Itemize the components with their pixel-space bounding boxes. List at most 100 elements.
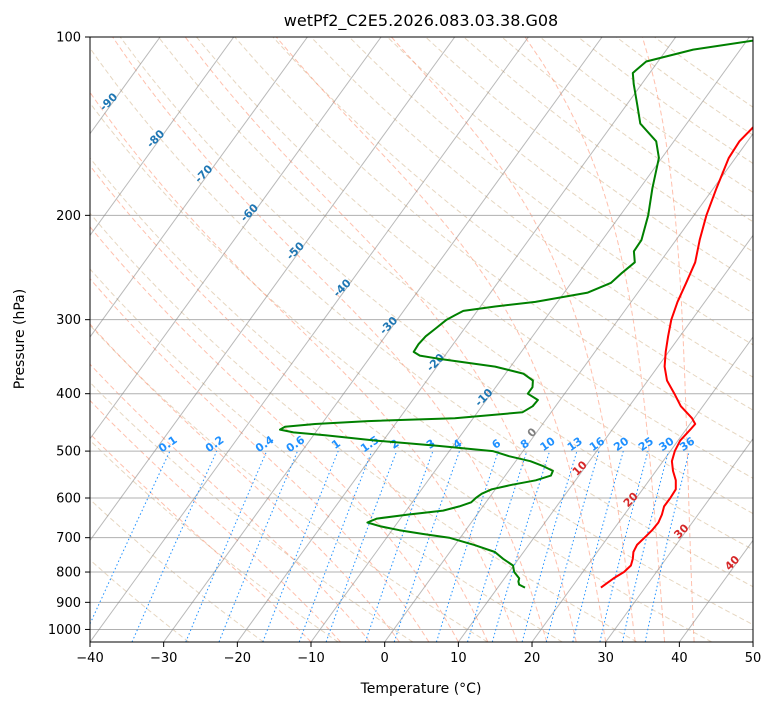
mixing-ratio-line <box>393 450 460 642</box>
dry-adiabat-line <box>90 498 264 642</box>
moist-adiabat-line <box>524 37 666 642</box>
isotherm-line <box>605 437 753 642</box>
isotherm-label: -40 <box>331 276 354 299</box>
mixing-ratio-line <box>185 450 268 642</box>
chart-title: wetPf2_C2E5.2026.083.03.38.G08 <box>284 11 558 31</box>
dry-adiabat-line <box>90 324 488 642</box>
dry-adiabat-line <box>90 559 190 642</box>
y-tick-label: 900 <box>56 596 81 611</box>
dry-adiabat-line <box>463 37 753 253</box>
mixing-ratio-label: 0.1 <box>156 433 179 455</box>
isotherm-line <box>0 37 13 642</box>
isotherm-line <box>457 234 753 642</box>
mixing-ratio-line <box>435 450 499 642</box>
isotherm-line <box>236 37 677 642</box>
isotherm-line <box>90 37 529 642</box>
mixing-ratio-label: 6 <box>489 436 503 451</box>
y-tick-label: 300 <box>56 313 81 328</box>
x-axis-ticks: −40 −30 −20 −10 0 10 20 30 40 50 <box>76 642 761 666</box>
dry-adiabat-line <box>501 37 753 223</box>
mixing-ratio-label: 2 <box>388 437 402 452</box>
plot-area: -100-90-80-70-60-50-40-30-20-10010203040… <box>0 37 753 642</box>
isotherm-label: 10 <box>570 458 590 478</box>
isobar-grid <box>90 37 753 630</box>
y-tick-label: 1000 <box>48 623 81 638</box>
dry-adiabat-line <box>119 37 753 551</box>
dry-adiabat-line <box>90 102 753 626</box>
moist-adiabat-line <box>90 363 371 642</box>
y-tick-label: 700 <box>56 531 81 546</box>
moist-adiabat-line <box>90 323 400 642</box>
isotherm-label: -80 <box>144 127 167 150</box>
mixing-ratio-label: 0.2 <box>203 433 226 455</box>
dry-adiabats <box>90 37 753 642</box>
mixing-ratio-line <box>218 450 298 642</box>
x-tick-label: −30 <box>150 651 177 666</box>
mixing-ratio-line <box>621 450 669 642</box>
y-axis-ticks: 100 200 300 400 500 600 700 800 900 1000 <box>48 31 90 638</box>
y-tick-label: 400 <box>56 387 81 402</box>
dry-adiabat-line <box>90 212 638 642</box>
mixing-ratio-line <box>572 450 624 642</box>
mixing-ratio-line <box>90 450 171 626</box>
moist-adiabat-line <box>641 37 695 642</box>
y-tick-label: 600 <box>56 492 81 507</box>
mixing-ratio-line <box>298 450 373 642</box>
isotherm-label: 20 <box>621 490 641 510</box>
dry-adiabat-line <box>654 37 753 108</box>
isotherm-label: -10 <box>472 386 495 409</box>
moist-adiabat-line <box>184 37 577 642</box>
mixing-ratio-label: 4 <box>451 437 465 452</box>
moist-adiabat-line <box>275 37 607 642</box>
mixing-ratio-label: 0.4 <box>253 433 277 455</box>
moist-adiabat-line <box>90 399 341 642</box>
mixing-ratio-label: 1.5 <box>358 433 381 455</box>
isotherm-line <box>90 37 308 338</box>
plot-frame <box>89 36 754 643</box>
mixing-ratio-line <box>467 450 528 642</box>
mixing-ratio-line <box>644 450 690 642</box>
y-tick-label: 100 <box>56 31 81 46</box>
dry-adiabat-line <box>90 268 563 642</box>
dry-adiabat-line <box>90 47 753 588</box>
x-tick-label: 0 <box>381 651 389 666</box>
y-axis-label: Pressure (hPa) <box>12 289 28 389</box>
isotherm-grid <box>0 37 753 642</box>
moist-adiabat-line <box>112 37 548 642</box>
moist-adiabat-line <box>391 37 636 642</box>
x-tick-label: −10 <box>297 651 324 666</box>
mixing-ratio-label: 8 <box>518 437 532 452</box>
x-tick-label: −40 <box>76 651 103 666</box>
temperature-line <box>600 125 753 589</box>
x-tick-label: 10 <box>450 651 467 666</box>
dry-adiabat-line <box>234 37 753 445</box>
isotherm-line <box>90 37 235 237</box>
dry-adiabat-line <box>196 37 753 479</box>
isotherm-label: 40 <box>722 553 742 573</box>
profile-series <box>279 39 753 589</box>
dry-adiabat-line <box>90 157 712 642</box>
isotherm-label: -100 <box>48 49 77 78</box>
mixing-ratio-line <box>325 450 398 642</box>
mixing-ratio-line <box>521 450 578 642</box>
mixing-ratio-lines <box>90 450 690 642</box>
isotherm-line <box>90 37 382 440</box>
moist-adiabats <box>90 37 695 642</box>
moist-adiabat-line <box>90 225 459 642</box>
mixing-ratio-line <box>262 450 339 642</box>
moist-adiabat-line <box>90 278 430 642</box>
moist-adiabat-line <box>90 164 489 642</box>
isotherm-line <box>678 539 753 642</box>
dry-adiabat-line <box>310 37 753 378</box>
isotherm-label: -50 <box>284 239 307 262</box>
y-tick-label: 500 <box>56 445 81 460</box>
isotherm-line <box>163 37 603 642</box>
dry-adiabat-line <box>386 37 753 314</box>
x-tick-label: 30 <box>597 651 614 666</box>
isotherm-label: -60 <box>238 201 261 224</box>
isotherm-label: 30 <box>671 521 691 541</box>
x-tick-label: 50 <box>745 651 762 666</box>
dry-adiabat-line <box>158 37 753 515</box>
isotherm-line <box>384 132 753 642</box>
isotherm-label: -90 <box>97 90 120 113</box>
